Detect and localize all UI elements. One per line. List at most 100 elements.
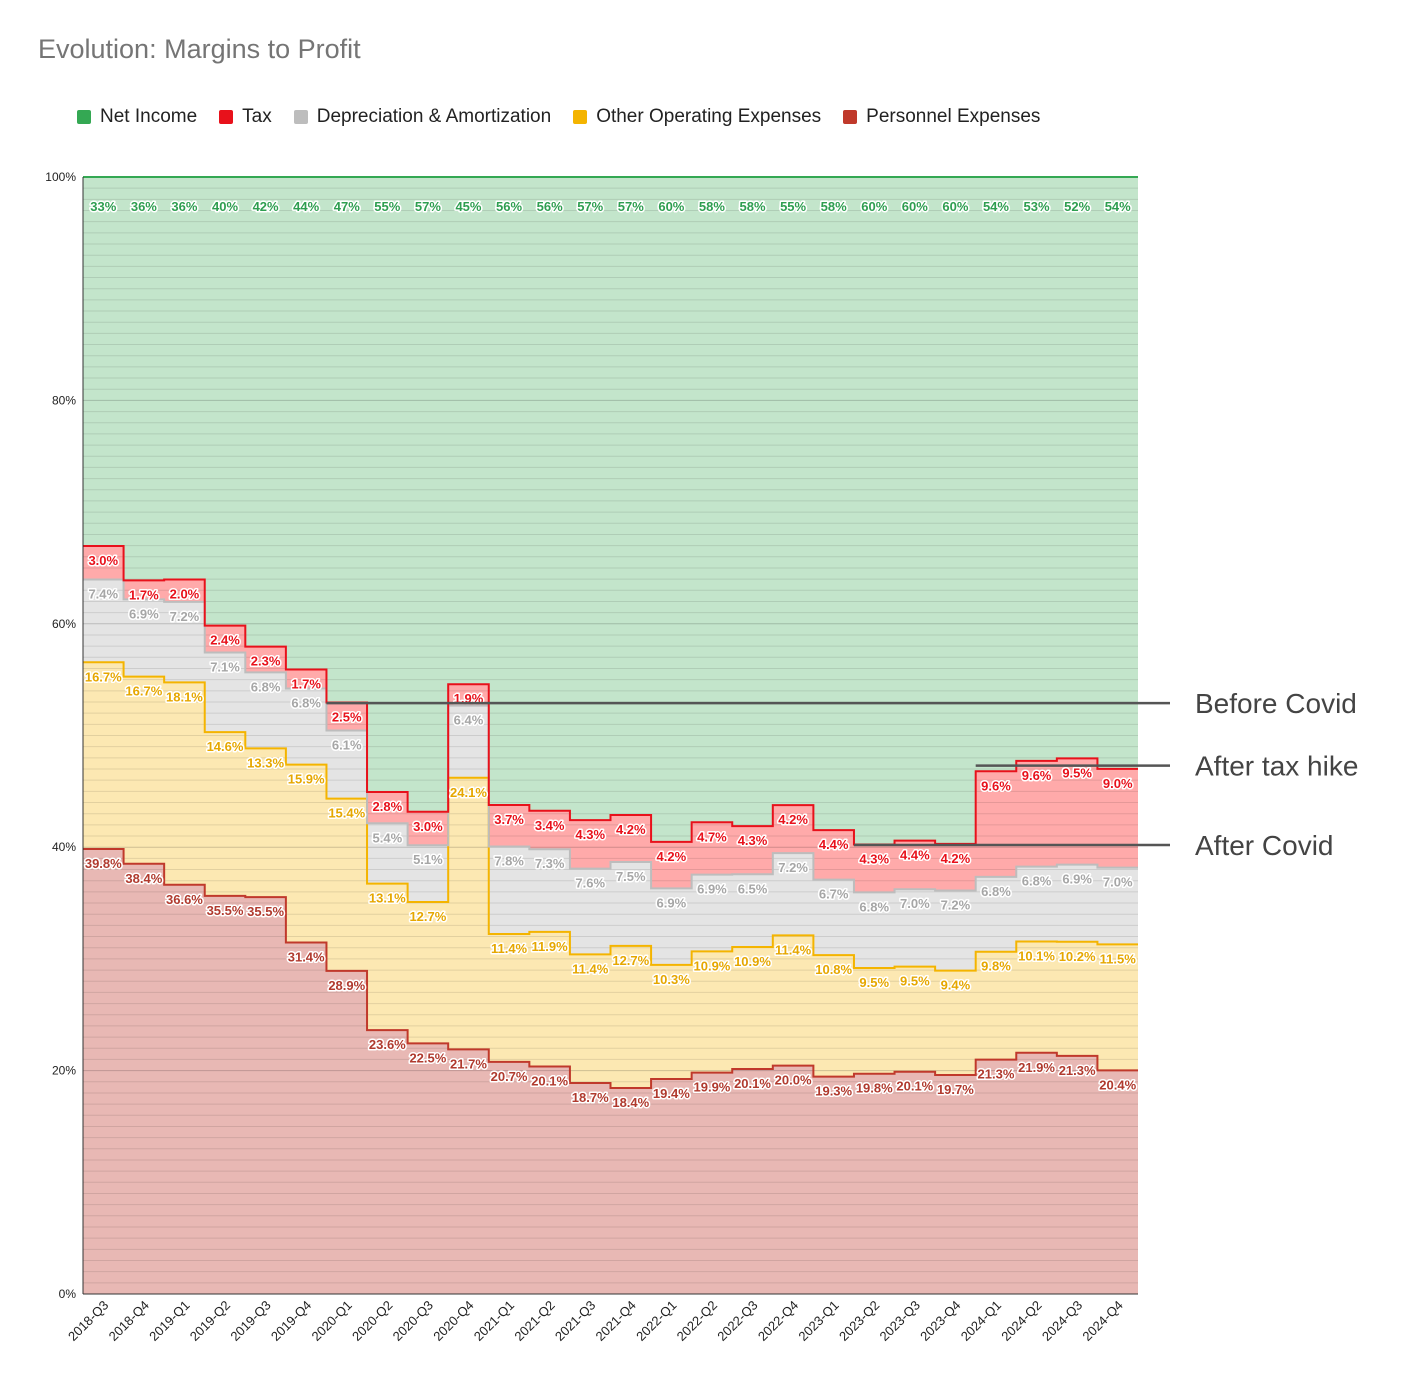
data-label-depreciation-amortization: 5.4% (373, 830, 403, 845)
data-label-tax: 4.4% (819, 837, 849, 852)
legend-label-personnel-expenses: Personnel Expenses (866, 106, 1041, 127)
data-label-net-income: 54% (983, 199, 1009, 214)
x-tick-label: 2018-Q3 (65, 1298, 111, 1344)
data-label-other-operating-expenses: 12.7% (612, 953, 649, 968)
area-tax (83, 545, 1138, 893)
data-label-tax: 4.2% (657, 849, 687, 864)
data-label-tax: 9.6% (1022, 768, 1052, 783)
fine-gridlines (83, 187, 1138, 1284)
legend-swatch-personnel-expenses (843, 110, 858, 124)
x-tick-label: 2019-Q3 (227, 1298, 273, 1344)
x-tick-label: 2019-Q4 (268, 1298, 314, 1344)
data-label-depreciation-amortization: 5.1% (413, 852, 443, 867)
data-label-tax: 4.2% (941, 851, 971, 866)
data-label-personnel-expenses: 19.8% (856, 1081, 893, 1096)
data-label-depreciation-amortization: 7.1% (210, 660, 240, 675)
legend-swatch-tax (219, 110, 234, 124)
legend-item-personnel-expenses: Personnel Expenses (843, 106, 1040, 128)
line-depreciation-amortization (83, 578, 1138, 894)
x-tick-label: 2023-Q1 (795, 1298, 841, 1344)
area-depreciation-amortization (83, 579, 1138, 971)
data-label-net-income: 36% (171, 199, 197, 214)
data-label-net-income: 57% (415, 199, 441, 214)
data-label-net-income: 54% (1105, 199, 1131, 214)
x-tick-label: 2020-Q4 (430, 1298, 476, 1344)
data-label-other-operating-expenses: 9.5% (900, 974, 930, 989)
data-label-personnel-expenses: 21.3% (978, 1067, 1015, 1082)
data-label-net-income: 55% (780, 199, 806, 214)
data-label-tax: 4.3% (859, 852, 889, 867)
legend-label-depreciation-amortization: Depreciation & Amortization (316, 106, 552, 127)
data-label-other-operating-expenses: 11.4% (775, 942, 812, 957)
data-label-other-operating-expenses: 10.8% (815, 962, 852, 977)
data-label-depreciation-amortization: 6.9% (1062, 872, 1092, 887)
data-label-tax: 4.4% (900, 848, 930, 863)
data-label-personnel-expenses: 20.7% (491, 1069, 528, 1084)
data-label-personnel-expenses: 21.3% (1059, 1063, 1096, 1078)
data-label-other-operating-expenses: 10.3% (653, 972, 690, 987)
x-tick-label: 2021-Q4 (593, 1298, 639, 1344)
data-label-personnel-expenses: 19.4% (653, 1086, 690, 1101)
data-label-personnel-expenses: 23.6% (369, 1037, 406, 1052)
data-label-personnel-expenses: 19.7% (937, 1082, 974, 1097)
area-personnel-expenses (83, 848, 1138, 1294)
data-label-net-income: 45% (455, 199, 481, 214)
data-label-tax: 3.4% (535, 818, 565, 833)
legend-item-other-operating-expenses: Other Operating Expenses (573, 106, 821, 128)
data-label-net-income: 60% (942, 199, 968, 214)
x-tick-label: 2020-Q3 (390, 1298, 436, 1344)
data-label-net-income: 60% (658, 199, 684, 214)
data-label-other-operating-expenses: 15.9% (288, 772, 325, 787)
data-label-tax: 2.4% (210, 633, 240, 648)
data-label-other-operating-expenses: 13.3% (247, 755, 284, 770)
legend-swatch-other-operating-expenses (573, 110, 588, 124)
data-label-personnel-expenses: 36.6% (166, 892, 203, 907)
data-label-personnel-expenses: 35.5% (207, 903, 244, 918)
y-tick-label: 40% (52, 840, 76, 854)
data-label-personnel-expenses: 19.3% (815, 1084, 852, 1099)
data-label-tax: 3.0% (413, 819, 443, 834)
data-label-net-income: 44% (293, 199, 319, 214)
data-label-other-operating-expenses: 9.8% (981, 959, 1011, 974)
data-label-other-operating-expenses: 13.1% (369, 891, 406, 906)
data-label-net-income: 57% (577, 199, 603, 214)
data-label-depreciation-amortization: 7.4% (88, 587, 118, 602)
data-label-net-income: 60% (861, 199, 887, 214)
data-label-other-operating-expenses: 11.4% (572, 961, 609, 976)
data-label-tax: 1.7% (291, 676, 321, 691)
x-tick-label: 2023-Q2 (836, 1298, 882, 1344)
data-label-tax: 4.7% (697, 829, 727, 844)
legend-label-other-operating-expenses: Other Operating Expenses (596, 106, 822, 127)
data-label-tax: 2.3% (251, 654, 281, 669)
data-label-net-income: 47% (334, 199, 360, 214)
y-tick-label: 60% (52, 617, 76, 631)
data-label-depreciation-amortization: 7.3% (535, 856, 565, 871)
data-label-depreciation-amortization: 7.2% (778, 860, 808, 875)
data-label-other-operating-expenses: 15.4% (328, 806, 365, 821)
data-label-depreciation-amortization: 6.7% (819, 887, 849, 902)
legend-label-tax: Tax (242, 106, 272, 127)
data-label-net-income: 42% (253, 199, 279, 214)
data-label-personnel-expenses: 28.9% (328, 978, 365, 993)
data-label-personnel-expenses: 20.0% (775, 1073, 812, 1088)
x-tick-label: 2018-Q4 (106, 1298, 152, 1344)
legend-item-tax: Tax (219, 106, 272, 128)
data-label-other-operating-expenses: 18.1% (166, 689, 203, 704)
chart-legend: Net Income Tax Depreciation & Amortization… (77, 106, 1062, 128)
data-label-personnel-expenses: 20.1% (531, 1074, 568, 1089)
data-label-net-income: 36% (131, 199, 157, 214)
data-label-other-operating-expenses: 16.7% (125, 684, 162, 699)
x-tick-label: 2022-Q4 (755, 1298, 801, 1344)
data-label-personnel-expenses: 39.8% (85, 856, 122, 871)
data-label-tax: 3.7% (494, 812, 524, 827)
annotation-label-before-covid: Before Covid (1195, 688, 1357, 719)
data-label-other-operating-expenses: 9.5% (859, 975, 889, 990)
data-label-personnel-expenses: 19.9% (694, 1080, 731, 1095)
legend-swatch-net-income (77, 110, 91, 124)
x-tick-label: 2022-Q1 (633, 1298, 679, 1344)
area-net-income (83, 177, 1138, 845)
data-label-depreciation-amortization: 7.0% (900, 896, 930, 911)
x-tick-label: 2024-Q4 (1079, 1298, 1125, 1344)
x-tick-label: 2021-Q3 (552, 1298, 598, 1344)
